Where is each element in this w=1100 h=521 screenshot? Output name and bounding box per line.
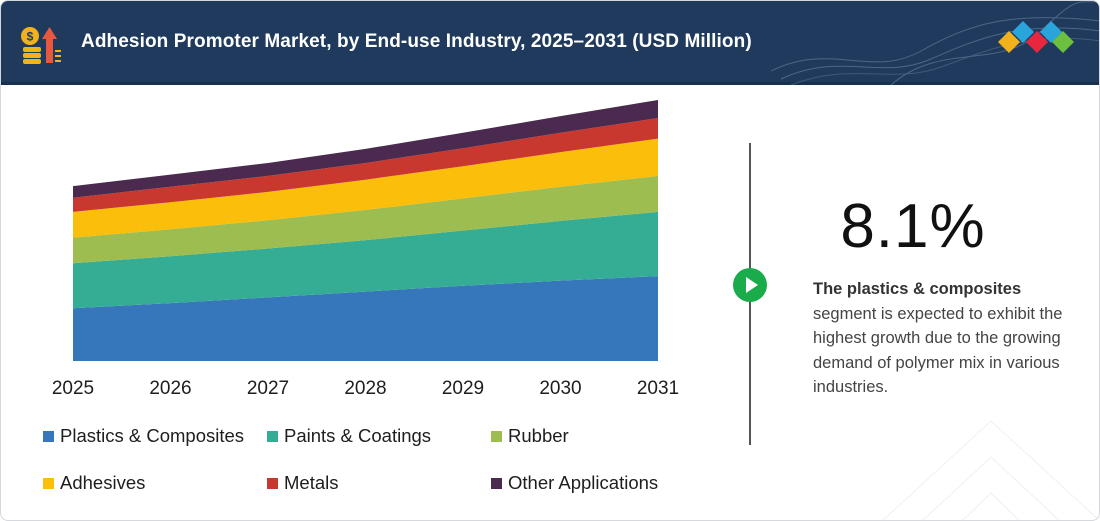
legend-swatch — [491, 477, 502, 489]
insight-text: The plastics & composites segment is exp… — [813, 277, 1063, 400]
x-tick-label: 2025 — [52, 378, 94, 399]
legend-item: Paints & Coatings — [267, 425, 431, 447]
legend-label: Plastics & Composites — [60, 425, 245, 446]
x-tick-label: 2031 — [637, 378, 679, 399]
legend-item: Rubber — [491, 425, 569, 447]
cagr-value: 8.1% — [840, 192, 986, 261]
legend-item: Plastics & Composites — [43, 425, 244, 447]
legend-swatch — [267, 430, 278, 442]
decorative-lines — [882, 420, 1099, 520]
x-tick-label: 2030 — [539, 378, 581, 399]
legend-label: Other Applications — [508, 472, 659, 493]
area-series-3 — [73, 138, 658, 238]
page-title: Adhesion Promoter Market, by End-use Ind… — [81, 31, 752, 52]
legend-label: Adhesives — [60, 472, 146, 493]
play-arrow-icon — [733, 268, 767, 302]
area-series-2 — [73, 175, 658, 264]
legend-swatch — [491, 430, 502, 442]
legend-swatch — [43, 477, 54, 489]
legend-swatch — [267, 477, 278, 489]
svg-text:$: $ — [27, 30, 34, 44]
x-tick-label: 2027 — [247, 378, 289, 399]
area-series-5 — [73, 100, 658, 198]
decorative-waves — [771, 1, 1099, 85]
legend-item: Metals — [267, 472, 339, 494]
area-series-1 — [73, 211, 658, 309]
x-tick-label: 2029 — [442, 378, 484, 399]
legend-item: Other Applications — [491, 472, 658, 494]
header-bar: $ Adhesion Promoter Market, by End-use I… — [1, 1, 1099, 85]
legend-label: Metals — [284, 472, 339, 493]
area-series-0 — [73, 276, 658, 361]
insight-highlight: The plastics & composites — [813, 280, 1022, 298]
brand-logo-icon — [998, 21, 1074, 53]
x-tick-label: 2026 — [149, 378, 191, 399]
legend-item: Adhesives — [43, 472, 145, 494]
legend-swatch — [43, 430, 54, 442]
market-growth-icon: $ — [21, 27, 61, 64]
area-series-4 — [73, 118, 658, 212]
x-tick-label: 2028 — [344, 378, 386, 399]
legend-label: Paints & Coatings — [284, 425, 432, 446]
insight-body: segment is expected to exhibit the highe… — [813, 304, 1063, 397]
stacked-area-chart: 2025 2026 2027 2028 2029 2030 2031 — [52, 100, 679, 399]
legend-label: Rubber — [508, 425, 569, 446]
